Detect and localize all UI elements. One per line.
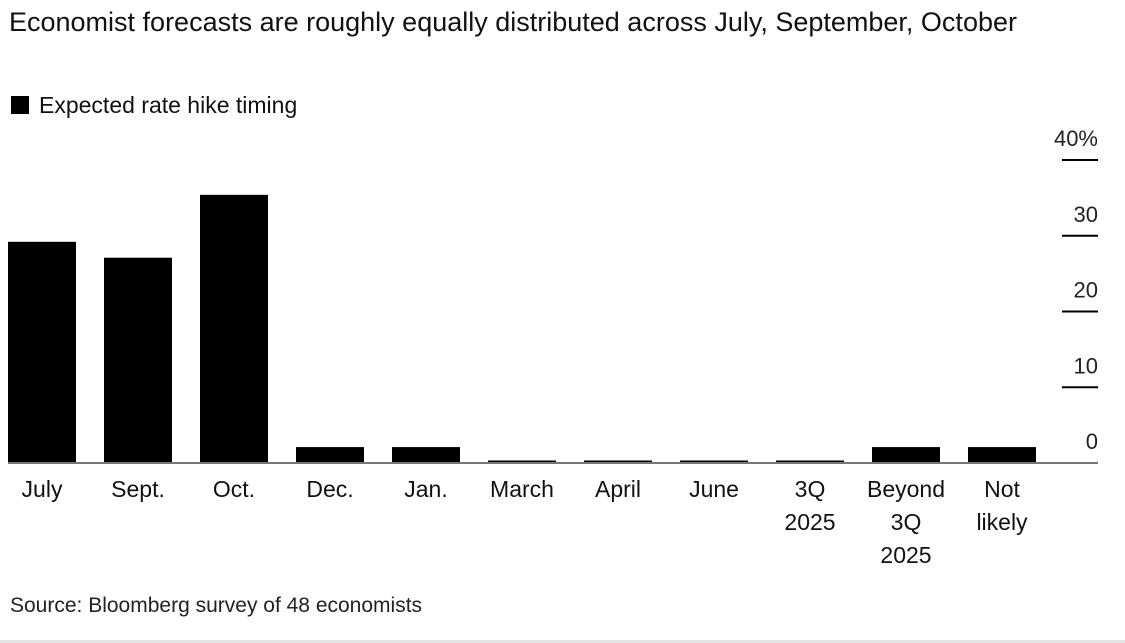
bar [968, 447, 1036, 463]
chart-title: Economist forecasts are roughly equally … [9, 7, 1017, 37]
bar [392, 447, 460, 463]
bar-chart: 0 10 20 30 40% July Sept. Oct. Dec. Jan. March Apri… [8, 126, 1098, 568]
legend-swatch [11, 96, 29, 114]
bar [8, 241, 76, 463]
y-tick-label: 0 [1086, 429, 1098, 454]
y-tick-label: 20 [1074, 278, 1098, 303]
y-tick-label: 40% [1054, 126, 1098, 151]
legend: Expected rate hike timing [11, 90, 297, 120]
source-note: Source: Bloomberg survey of 48 economist… [10, 594, 423, 617]
x-tick-label: 2025 [784, 509, 835, 535]
x-tick-label: June [689, 476, 739, 502]
x-tick-label: Not [984, 476, 1020, 502]
bar [872, 447, 940, 463]
x-tick-label: March [490, 476, 554, 502]
x-tick-label: Dec. [306, 476, 353, 502]
bottom-divider [0, 640, 1125, 643]
x-tick-label: likely [976, 509, 1028, 535]
x-tick-label: 3Q [891, 509, 922, 535]
x-tick-label: Beyond [867, 476, 945, 502]
x-tick-label: 3Q [795, 476, 826, 502]
y-tick-label: 10 [1074, 353, 1098, 378]
x-tick-label: April [595, 476, 641, 502]
y-tick-label: 30 [1074, 202, 1098, 227]
x-tick-label: Jan. [404, 476, 447, 502]
x-tick-label: Sept. [111, 476, 165, 502]
x-tick-label: July [22, 476, 63, 502]
bar [200, 194, 268, 463]
x-tick-label: 2025 [880, 542, 931, 568]
legend-label: Expected rate hike timing [39, 91, 298, 118]
x-tick-label: Oct. [213, 476, 255, 502]
bar [104, 257, 172, 463]
bar [296, 447, 364, 463]
